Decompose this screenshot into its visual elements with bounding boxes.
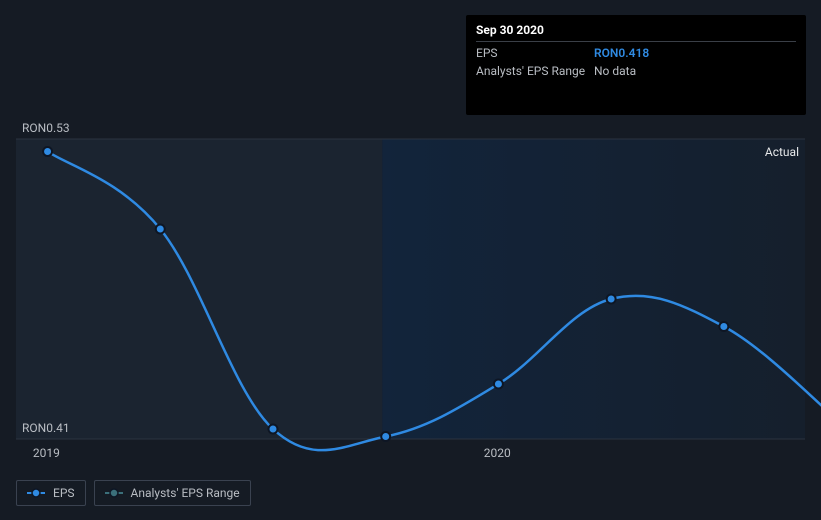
tooltip-row: EPS RON0.418	[476, 42, 796, 60]
y-axis-tick-label: RON0.53	[22, 121, 70, 135]
legend-item-label: Analysts' EPS Range	[131, 486, 240, 500]
legend-item-eps[interactable]: EPS	[16, 480, 86, 506]
legend-item-range[interactable]: Analysts' EPS Range	[94, 480, 251, 506]
tooltip-row: Analysts' EPS Range No data	[476, 60, 796, 78]
x-axis-tick-label: 2020	[484, 446, 511, 460]
tooltip-row-value: RON0.418	[594, 46, 649, 60]
chart-legend: EPS Analysts' EPS Range	[16, 480, 251, 506]
actual-label: Actual	[765, 145, 799, 159]
tooltip-row-label: Analysts' EPS Range	[476, 64, 594, 78]
tooltip-title: Sep 30 2020	[476, 23, 796, 42]
x-axis-tick-label: 2019	[33, 446, 60, 460]
tooltip-row-label: EPS	[476, 46, 594, 60]
chart-tooltip: Sep 30 2020 EPS RON0.418 Analysts' EPS R…	[466, 15, 806, 115]
legend-item-label: EPS	[53, 486, 75, 500]
tooltip-row-value: No data	[594, 64, 636, 78]
y-axis-tick-label: RON0.41	[22, 421, 70, 435]
legend-swatch-range	[105, 488, 123, 498]
legend-swatch-eps	[27, 488, 45, 498]
chart-container: Sep 30 2020 EPS RON0.418 Analysts' EPS R…	[0, 0, 821, 520]
